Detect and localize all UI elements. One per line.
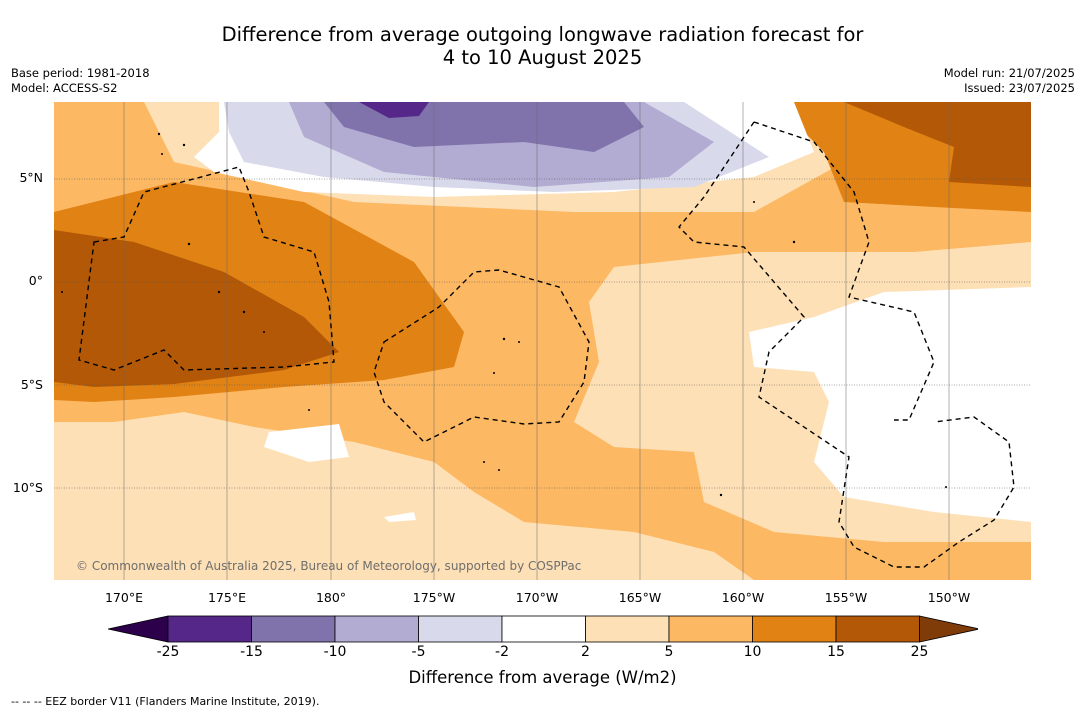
colorbar-over-arrow [919,615,978,643]
eez-legend-note: -- -- -- EEZ border V11 (Flanders Marine… [11,695,320,708]
contour-fill-neutral-east [749,287,1031,522]
colorbar-swatch [835,615,920,643]
anomaly-map-svg [54,102,1031,580]
lon-label-170e: 170°E [104,590,143,605]
chart-title-line-2: 4 to 10 August 2025 [442,46,643,69]
model-run: Model run: 21/07/2025 [943,66,1075,80]
eez-kiribati-gilbert [78,166,335,371]
lat-label-10s: 10°S [12,480,43,495]
colorbar-swatch [668,615,753,643]
anomaly-map: © Commonwealth of Australia 2025, Bureau… [54,102,1031,580]
eez-tuvalu-tokelau [373,269,590,443]
islands [61,132,947,497]
lon-label-150w: 150°W [927,590,971,605]
colorbar-swatch [167,615,252,643]
copyright-credit: © Commonwealth of Australia 2025, Bureau… [76,559,582,573]
colorbar-tick-label: 5 [664,644,674,660]
colorbar-tick-label: 2 [581,644,590,660]
lat-label-5n: 5°N [19,170,43,185]
contour-fill-neutral-small [384,512,416,522]
colorbar-tick-label: -25 [156,644,180,660]
contour-fill-neutral-south [264,424,349,462]
colorbar-swatch [418,615,503,643]
lon-label-160w: 160°W [721,590,765,605]
eez-borders [78,121,1015,568]
colorbar-under-arrow [108,615,169,643]
colorbar-swatch [752,615,837,643]
colorbar-tick-label: -5 [411,644,426,660]
lon-label-175e: 175°E [207,590,246,605]
colorbar-tick-label: 15 [827,644,845,660]
lon-label-180: 180° [315,590,347,605]
contour-fill-15-25-ne [844,102,1031,187]
colorbar-tick-label: -15 [240,644,263,660]
colorbar [108,615,978,643]
colorbar-swatch [585,615,670,643]
colorbar-label: Difference from average (W/m2) [408,668,677,687]
eez-line-islands [753,121,935,421]
base-period: Base period: 1981-2018 [11,66,150,80]
lon-label-170w: 170°W [515,590,559,605]
colorbar-tick-label: -2 [495,644,509,660]
colorbar-tick-label: -10 [323,644,347,660]
colorbar-tick-label: 25 [910,644,929,660]
lon-label-175w: 175°W [412,590,456,605]
longitude-gridlines [123,102,950,580]
colorbar-tick-label: 10 [743,644,762,660]
colorbar-swatch [334,615,419,643]
contour-fill-minus-15-25 [359,102,429,118]
issued-date: Issued: 23/07/2025 [964,81,1075,95]
colorbar-swatch [501,615,586,643]
lat-label-0: 0° [28,273,43,288]
model-name: Model: ACCESS-S2 [11,81,118,95]
eez-east-1 [678,121,1015,568]
colorbar-swatch [251,615,336,643]
chart-title-line-1: Difference from average outgoing longwav… [221,23,864,46]
contour-fill-15-25 [54,230,339,387]
lon-label-165w: 165°W [618,590,662,605]
lon-label-155w: 155°W [824,590,868,605]
lat-label-5s: 5°S [20,377,43,392]
